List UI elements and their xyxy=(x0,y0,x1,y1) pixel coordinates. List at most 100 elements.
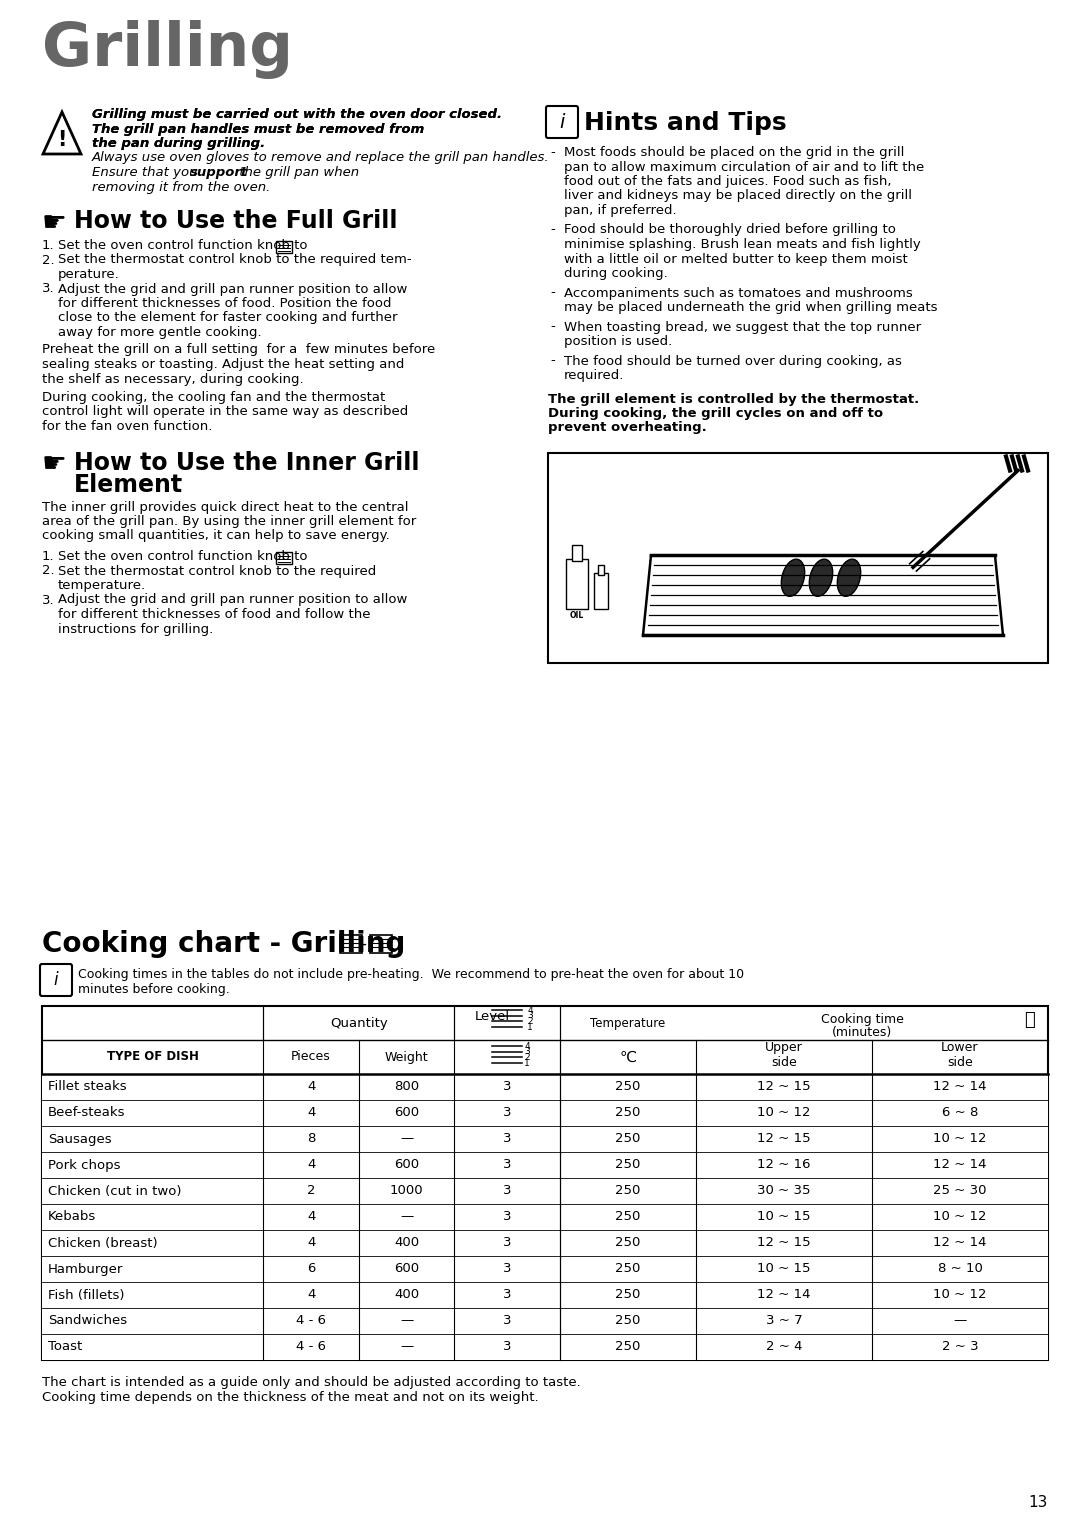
Text: 4: 4 xyxy=(527,1005,532,1015)
Text: —: — xyxy=(954,1314,967,1328)
Text: The inner grill provides quick direct heat to the central: The inner grill provides quick direct he… xyxy=(42,501,408,513)
Text: perature.: perature. xyxy=(58,267,120,281)
Text: Fish (fillets): Fish (fillets) xyxy=(48,1288,124,1302)
Text: 3.: 3. xyxy=(42,283,55,295)
Text: 2: 2 xyxy=(527,1018,532,1025)
Text: instructions for grilling.: instructions for grilling. xyxy=(58,622,213,636)
Text: 12 ~ 14: 12 ~ 14 xyxy=(933,1080,987,1094)
Text: Adjust the grid and grill pan runner position to allow: Adjust the grid and grill pan runner pos… xyxy=(58,283,407,295)
Text: Kebabs: Kebabs xyxy=(48,1210,96,1224)
Text: for the fan oven function.: for the fan oven function. xyxy=(42,420,213,432)
Text: During cooking, the grill cycles on and off to: During cooking, the grill cycles on and … xyxy=(548,406,883,420)
Text: Adjust the grid and grill pan runner position to allow: Adjust the grid and grill pan runner pos… xyxy=(58,593,407,607)
Text: Accompaniments such as tomatoes and mushrooms: Accompaniments such as tomatoes and mush… xyxy=(564,287,913,299)
Bar xyxy=(42,1074,1048,1100)
Ellipse shape xyxy=(781,559,805,596)
Bar xyxy=(42,1126,1048,1152)
Text: Upper
side: Upper side xyxy=(765,1041,802,1070)
Text: 4: 4 xyxy=(524,1042,530,1051)
Text: may be placed underneath the grid when grilling meats: may be placed underneath the grid when g… xyxy=(564,301,937,313)
Text: Toast: Toast xyxy=(48,1340,82,1354)
Text: Beef-steaks: Beef-steaks xyxy=(48,1106,125,1120)
Text: with a little oil or melted butter to keep them moist: with a little oil or melted butter to ke… xyxy=(564,252,908,266)
Text: 12 ~ 14: 12 ~ 14 xyxy=(933,1158,987,1172)
Text: during cooking.: during cooking. xyxy=(564,267,667,280)
Text: required.: required. xyxy=(564,368,624,382)
Text: 400: 400 xyxy=(394,1236,419,1250)
Text: Grilling must be carried out with the oven door closed.: Grilling must be carried out with the ov… xyxy=(92,108,502,121)
Text: away for more gentle cooking.: away for more gentle cooking. xyxy=(58,325,261,339)
Text: pan, if preferred.: pan, if preferred. xyxy=(564,205,677,217)
Text: minimise splashing. Brush lean meats and fish lightly: minimise splashing. Brush lean meats and… xyxy=(564,238,921,251)
Text: 10 ~ 12: 10 ~ 12 xyxy=(933,1288,987,1302)
Text: 1: 1 xyxy=(524,1059,530,1068)
Text: 1000: 1000 xyxy=(390,1184,423,1198)
Text: Element: Element xyxy=(75,472,184,497)
Text: The grill pan handles must be removed from: The grill pan handles must be removed fr… xyxy=(92,122,424,136)
Text: 800: 800 xyxy=(394,1080,419,1094)
Text: 4: 4 xyxy=(307,1106,315,1120)
FancyBboxPatch shape xyxy=(40,964,72,996)
Text: 250: 250 xyxy=(616,1314,640,1328)
Text: support: support xyxy=(190,167,248,179)
Text: -: - xyxy=(550,354,555,368)
Text: 250: 250 xyxy=(616,1080,640,1094)
Text: 2.: 2. xyxy=(42,254,55,266)
Text: 1.: 1. xyxy=(42,238,55,252)
Text: Lower
side: Lower side xyxy=(942,1041,978,1070)
Text: pan to allow maximum circulation of air and to lift the: pan to allow maximum circulation of air … xyxy=(564,160,924,174)
Text: 10 ~ 15: 10 ~ 15 xyxy=(757,1210,811,1224)
Text: 3.: 3. xyxy=(42,593,55,607)
FancyBboxPatch shape xyxy=(546,105,578,138)
Text: Sausages: Sausages xyxy=(48,1132,111,1146)
Text: 25 ~ 30: 25 ~ 30 xyxy=(933,1184,987,1198)
Bar xyxy=(42,1100,1048,1126)
Text: The chart is intended as a guide only and should be adjusted according to taste.: The chart is intended as a guide only an… xyxy=(42,1377,581,1389)
Text: 4: 4 xyxy=(307,1288,315,1302)
Text: Set the thermostat control knob to the required: Set the thermostat control knob to the r… xyxy=(58,564,376,578)
Text: The food should be turned over during cooking, as: The food should be turned over during co… xyxy=(564,354,902,368)
Text: minutes before cooking.: minutes before cooking. xyxy=(78,983,230,996)
Text: Pieces: Pieces xyxy=(292,1051,330,1063)
Text: Quantity: Quantity xyxy=(330,1016,388,1030)
Text: Set the thermostat control knob to the required tem-: Set the thermostat control knob to the r… xyxy=(58,254,411,266)
Text: Level: Level xyxy=(474,1010,510,1024)
Text: —: — xyxy=(400,1210,414,1224)
Text: Cooking chart - Grilling: Cooking chart - Grilling xyxy=(42,931,405,958)
Bar xyxy=(42,1282,1048,1308)
Bar xyxy=(276,552,292,564)
Text: 1: 1 xyxy=(527,1022,534,1031)
Text: -: - xyxy=(550,321,555,333)
Bar xyxy=(42,1308,1048,1334)
Text: 250: 250 xyxy=(616,1262,640,1276)
Text: prevent overheating.: prevent overheating. xyxy=(548,422,706,434)
Text: 12 ~ 15: 12 ~ 15 xyxy=(757,1236,811,1250)
Text: ☛: ☛ xyxy=(42,209,67,237)
Text: OIL: OIL xyxy=(570,611,584,620)
Text: 2 ~ 3: 2 ~ 3 xyxy=(942,1340,978,1354)
Bar xyxy=(276,241,292,254)
Text: 12 ~ 15: 12 ~ 15 xyxy=(757,1132,811,1146)
Text: How to Use the Full Grill: How to Use the Full Grill xyxy=(75,209,397,232)
Text: 400: 400 xyxy=(394,1288,419,1302)
Text: 10 ~ 12: 10 ~ 12 xyxy=(757,1106,811,1120)
Text: Chicken (cut in two): Chicken (cut in two) xyxy=(48,1184,181,1198)
Text: 600: 600 xyxy=(394,1158,419,1172)
Text: Cooking time depends on the thickness of the meat and not on its weight.: Cooking time depends on the thickness of… xyxy=(42,1390,539,1404)
Text: 250: 250 xyxy=(616,1132,640,1146)
Text: The grill element is controlled by the thermostat.: The grill element is controlled by the t… xyxy=(548,393,919,405)
Text: 250: 250 xyxy=(616,1236,640,1250)
Text: 250: 250 xyxy=(616,1340,640,1354)
Text: 250: 250 xyxy=(616,1288,640,1302)
Text: 4 - 6: 4 - 6 xyxy=(296,1314,326,1328)
Text: -: - xyxy=(360,935,366,953)
Bar xyxy=(42,1204,1048,1230)
Text: cooking small quantities, it can help to save energy.: cooking small quantities, it can help to… xyxy=(42,530,390,542)
Text: 600: 600 xyxy=(394,1106,419,1120)
Text: liver and kidneys may be placed directly on the grill: liver and kidneys may be placed directly… xyxy=(564,189,912,203)
Text: When toasting bread, we suggest that the top runner: When toasting bread, we suggest that the… xyxy=(564,321,921,333)
Text: 250: 250 xyxy=(616,1184,640,1198)
Text: 4: 4 xyxy=(307,1158,315,1172)
Bar xyxy=(340,935,362,953)
Text: Sandwiches: Sandwiches xyxy=(48,1314,127,1328)
